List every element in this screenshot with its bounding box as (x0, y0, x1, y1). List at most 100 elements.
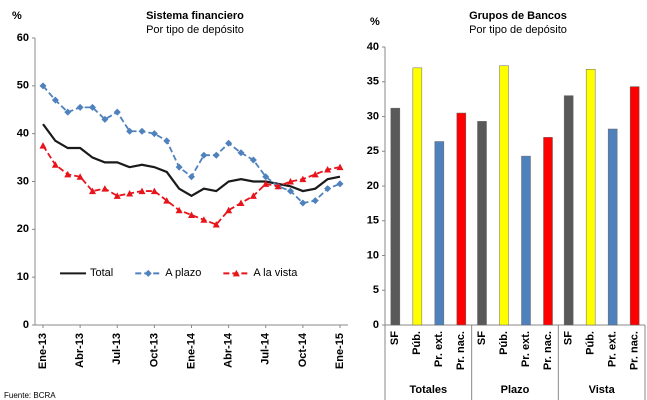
point (200, 216, 208, 223)
point (113, 108, 121, 116)
point (324, 185, 332, 193)
x-tick-label: Pr. ext. (433, 331, 445, 367)
point (51, 96, 59, 104)
chart-subtitle: Por tipo de depósito (469, 24, 567, 36)
x-tick-label: SF (389, 331, 401, 345)
point (175, 163, 183, 171)
bar (412, 67, 423, 326)
x-tick-label: Ene-13 (37, 333, 49, 369)
y-tick-label: 20 (17, 223, 29, 235)
point (138, 127, 146, 135)
x-tick-label: Pr. ext. (520, 331, 532, 367)
point (101, 185, 109, 192)
x-tick-label: Púb. (498, 331, 510, 355)
point (126, 127, 134, 135)
y-tick-label: 60 (17, 32, 29, 44)
y-tick-label: 30 (17, 175, 29, 187)
source: Fuente: BCRA (4, 391, 56, 400)
x-tick-label: Jul-13 (111, 333, 123, 365)
point (39, 142, 47, 149)
bar (456, 112, 467, 326)
point (188, 173, 195, 181)
x-tick-label: Jul-14 (260, 332, 272, 365)
point (336, 163, 344, 171)
point (274, 182, 282, 190)
x-tick-label: Oct-13 (148, 333, 160, 367)
bar (629, 86, 640, 326)
legend-marker (232, 269, 240, 277)
legend-marker (144, 269, 152, 277)
point (237, 149, 245, 157)
y-tick-label: 30 (367, 110, 379, 122)
y-tick-label: 0 (373, 319, 379, 331)
point (64, 108, 72, 116)
point (299, 199, 307, 207)
point (51, 161, 59, 168)
point (262, 173, 270, 181)
point (212, 151, 220, 159)
y-axis-label: % (370, 16, 380, 28)
y-tick-label: 5 (373, 284, 379, 296)
group-label: Vista (589, 384, 616, 396)
y-tick-label: 15 (367, 215, 379, 227)
point (336, 180, 344, 188)
x-tick-label: Púb. (585, 331, 597, 355)
bar (477, 121, 487, 326)
y-tick-label: 0 (23, 319, 29, 331)
point (200, 151, 208, 159)
x-tick-label: Púb. (411, 331, 423, 355)
y-tick-label: 20 (367, 180, 379, 192)
x-tick-label: Abr-14 (223, 332, 235, 368)
group-label: Totales (409, 384, 447, 396)
y-tick-label: 40 (17, 128, 29, 140)
point (101, 115, 109, 123)
point (311, 170, 319, 178)
point (262, 180, 270, 187)
point (188, 211, 195, 218)
point (311, 197, 319, 205)
x-tick-label: Ene-15 (334, 333, 346, 369)
point (163, 197, 171, 204)
y-tick-label: 25 (367, 145, 379, 157)
point (138, 187, 146, 195)
y-tick-label: 35 (367, 76, 379, 88)
y-tick-label: 50 (17, 80, 29, 92)
x-tick-label: SF (476, 331, 488, 345)
group-label: Plazo (501, 384, 530, 396)
bar (521, 155, 531, 326)
point (287, 187, 294, 195)
x-tick-label: SF (563, 331, 575, 345)
point (64, 170, 72, 178)
chart-title: Grupos de Bancos (469, 10, 567, 22)
bar (563, 95, 574, 326)
y-axis-label: % (12, 10, 22, 22)
point (113, 192, 121, 199)
point (39, 82, 47, 90)
legend-label: Total (90, 267, 113, 279)
bar (390, 107, 401, 326)
point (163, 137, 171, 145)
point (76, 103, 84, 111)
chart-title: Sistema financiero (146, 10, 244, 22)
bar (585, 68, 596, 326)
legend-label: A plazo (165, 267, 201, 279)
bar (434, 141, 445, 326)
x-tick-label: Abr-13 (74, 333, 86, 368)
bar (607, 128, 618, 326)
point (299, 175, 307, 183)
point (249, 156, 257, 164)
point (225, 139, 233, 147)
point (287, 178, 294, 185)
x-tick-label: Pr. ext. (607, 331, 619, 367)
x-tick-label: Pr. nac. (455, 331, 467, 370)
point (126, 189, 134, 197)
point (225, 206, 233, 214)
bar (543, 137, 553, 326)
point (175, 206, 183, 214)
y-tick-label: 10 (367, 249, 379, 261)
x-tick-label: Oct-14 (297, 332, 309, 367)
point (237, 199, 245, 207)
point (150, 187, 158, 195)
